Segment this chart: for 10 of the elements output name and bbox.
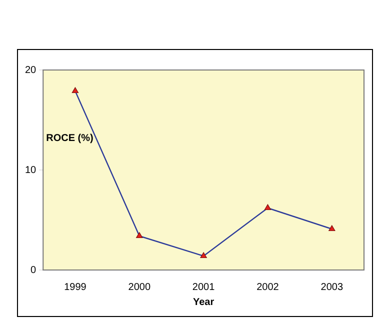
y-tick-label: 10 <box>25 164 37 176</box>
x-tick-label: 1999 <box>64 282 87 293</box>
x-axis-title: Year <box>192 296 214 308</box>
x-tick-label: 2002 <box>256 282 280 293</box>
y-tick-label: 0 <box>30 264 37 276</box>
y-tick-label: 20 <box>25 64 37 76</box>
x-tick-label: 2003 <box>320 282 344 293</box>
x-tick-label: 2001 <box>192 282 216 293</box>
x-tick-label: 2000 <box>128 282 151 293</box>
y-axis-title: ROCE (%) <box>46 132 94 144</box>
